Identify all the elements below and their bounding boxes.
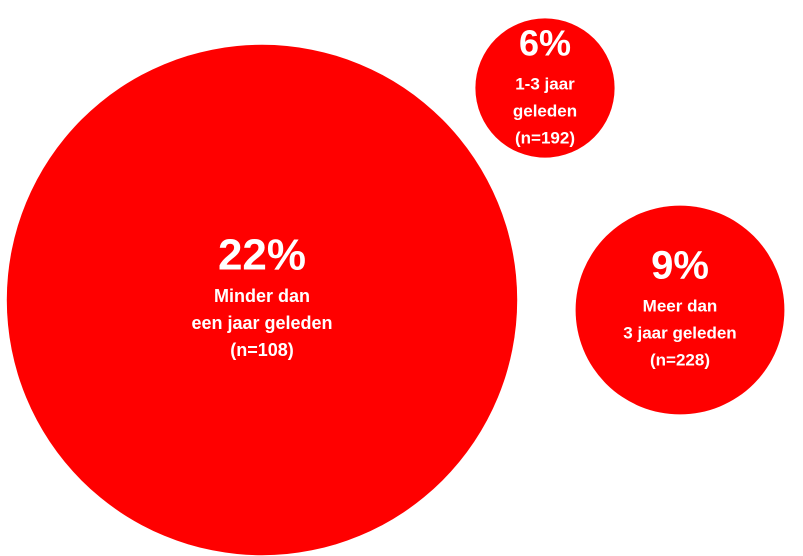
value-label: 9%	[651, 244, 709, 288]
category-label: een jaar geleden	[191, 313, 332, 333]
bubble	[575, 205, 785, 415]
category-label: geleden	[513, 101, 577, 120]
category-label: Minder dan	[214, 286, 310, 306]
count-label: (n=228)	[650, 350, 710, 369]
bubble	[6, 44, 518, 556]
count-label: (n=192)	[515, 128, 575, 147]
value-label: 6%	[519, 23, 571, 64]
category-label: Meer dan	[643, 296, 718, 315]
category-label: 3 jaar geleden	[623, 323, 736, 342]
bubble	[475, 18, 615, 158]
count-label: (n=108)	[230, 340, 294, 360]
value-label: 22%	[218, 231, 306, 280]
category-label: 1-3 jaar	[515, 74, 575, 93]
